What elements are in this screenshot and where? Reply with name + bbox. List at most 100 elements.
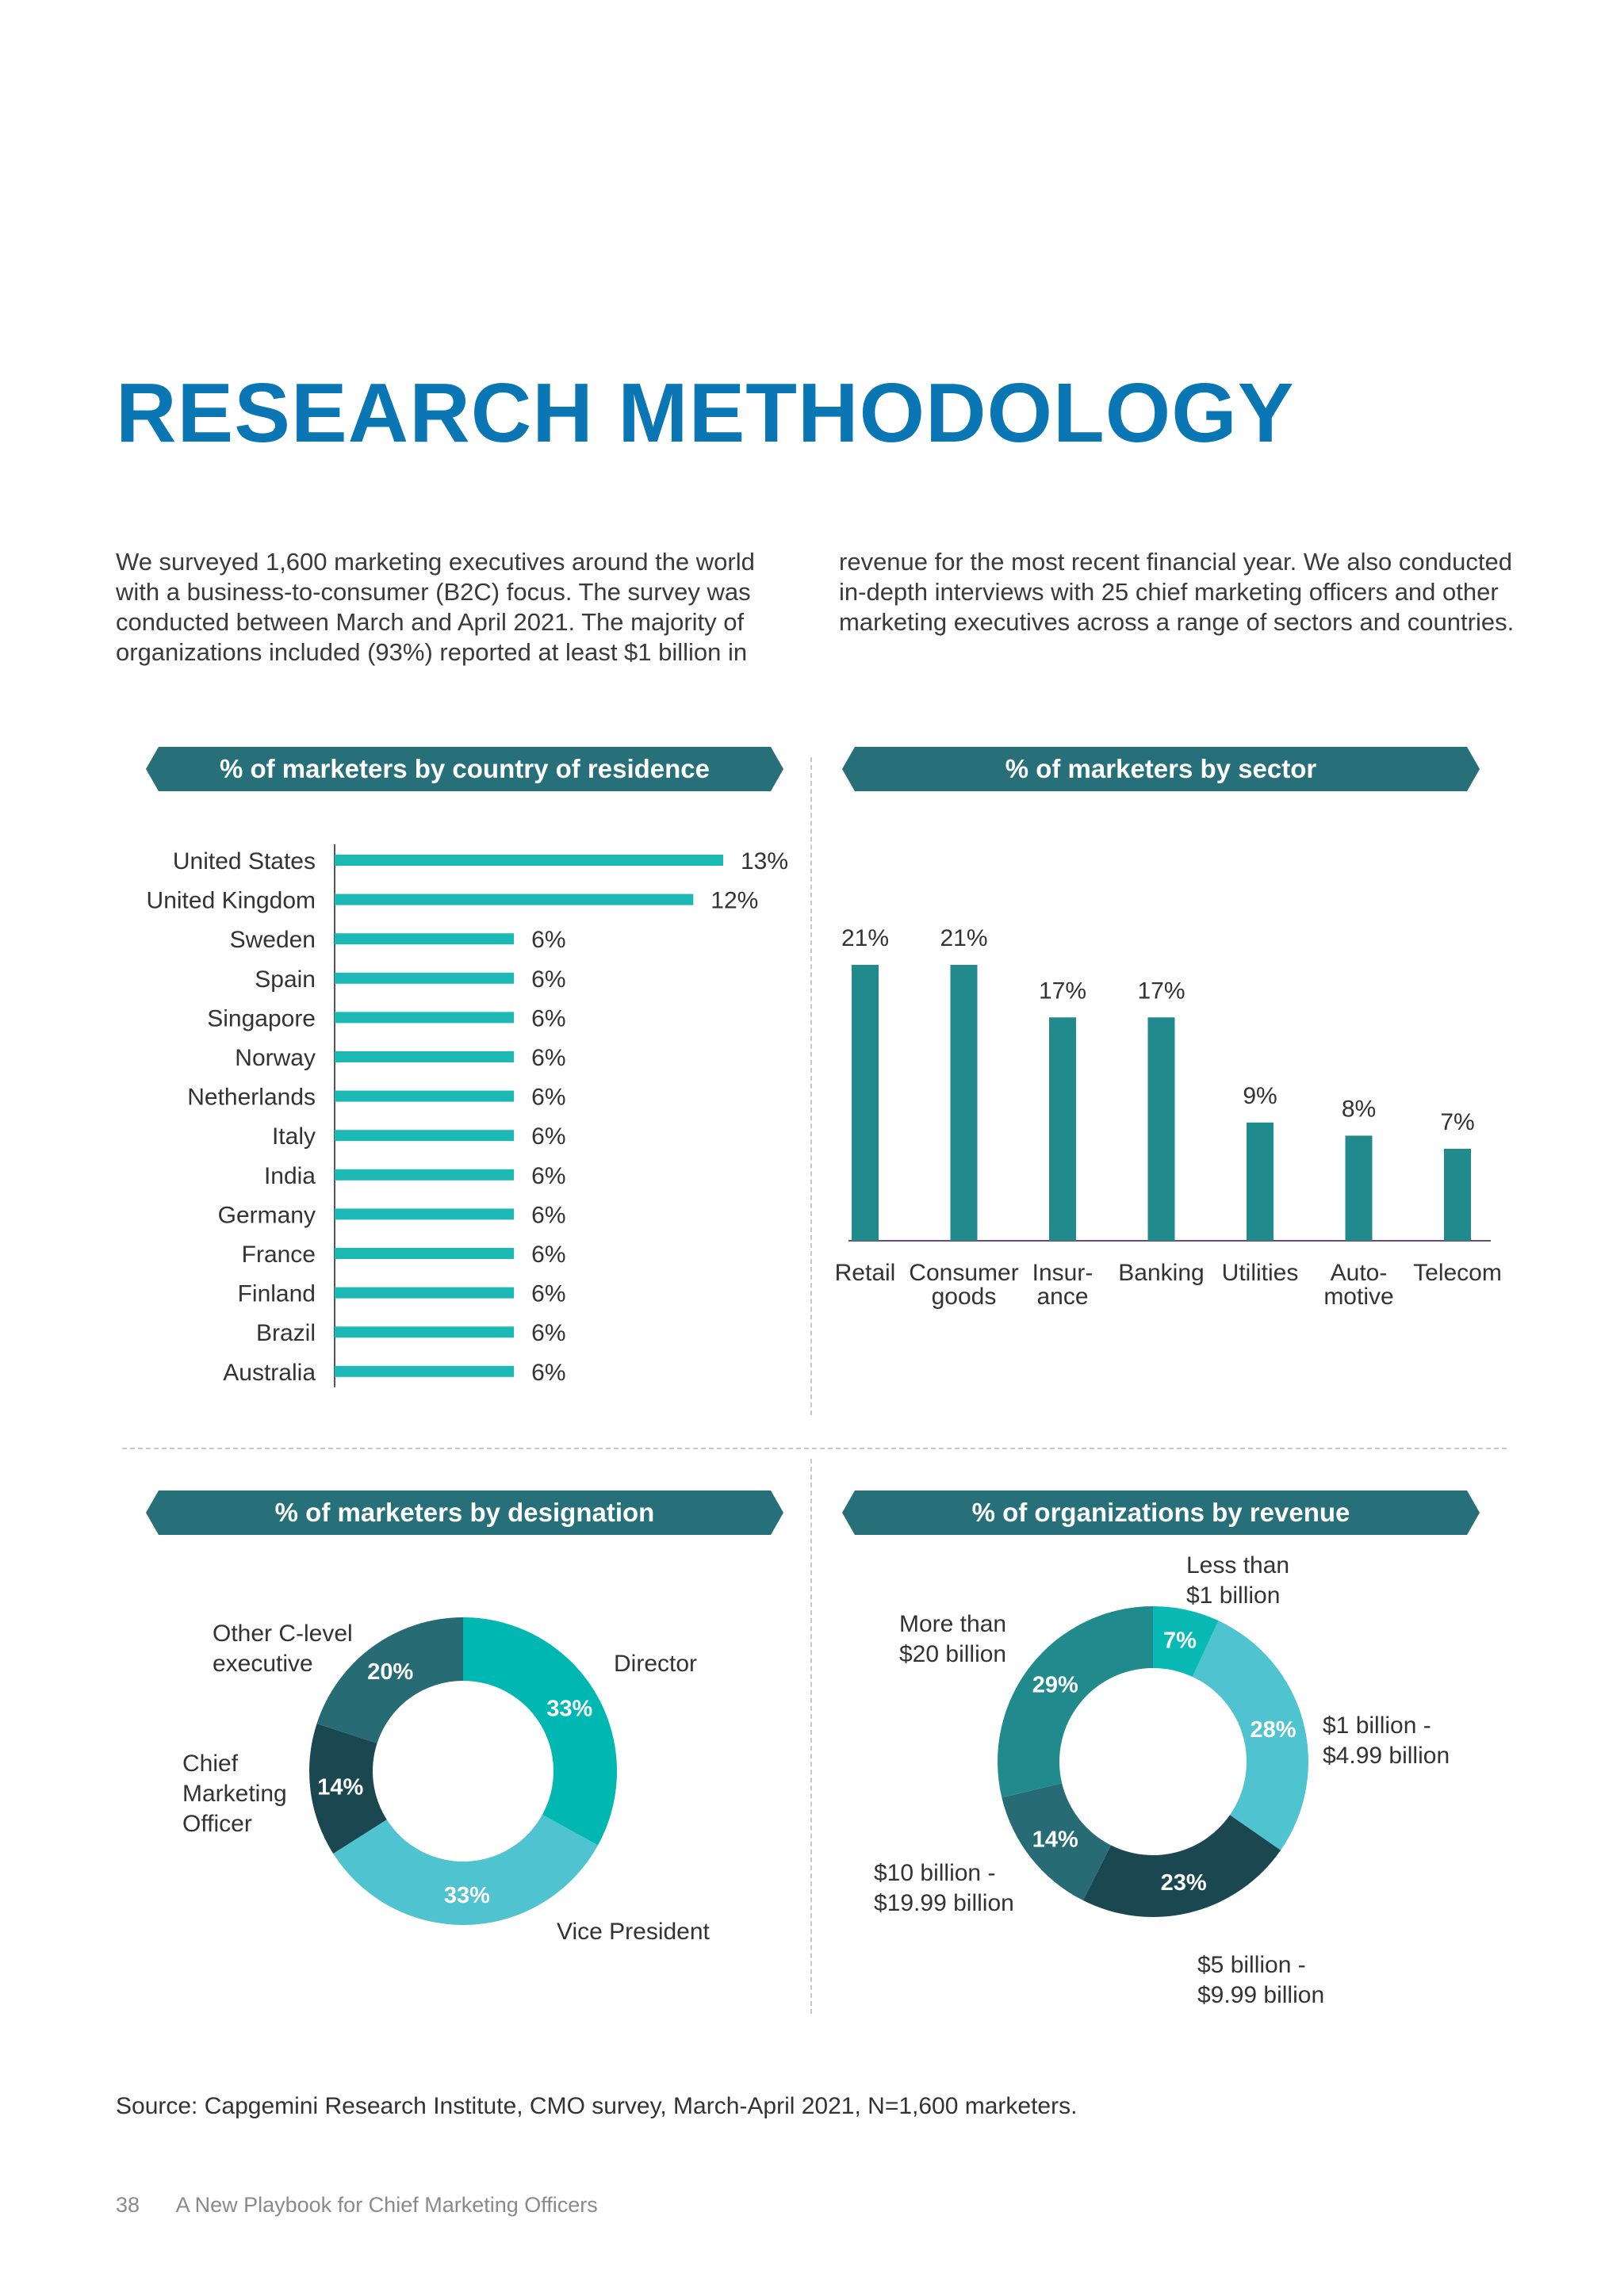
intro-paragraph-left: We surveyed 1,600 marketing executives a… — [116, 548, 755, 666]
country-value-label: 6% — [531, 927, 565, 953]
country-bar — [335, 1287, 515, 1299]
country-category-label: Germany — [218, 1202, 316, 1228]
country-value-label: 6% — [531, 1360, 565, 1386]
sector-bar-chart: 21% Retail 21% Consumer goods 17% Insur-ance 17… — [835, 925, 1502, 1310]
revenue-slice — [1082, 1815, 1281, 1917]
designation-slice — [316, 1617, 463, 1743]
revenue-slice-value: 29% — [1032, 1673, 1078, 1698]
revenue-donut-chart: 7% Less than $1 billion 28% $1 billion -$4.9… — [874, 1552, 1450, 2006]
country-category-label: Brazil — [256, 1320, 316, 1346]
designation-chart-banner: % of marketers by designation — [146, 1490, 783, 1535]
country-category-label: Spain — [255, 966, 316, 993]
sector-category-label: Insur-ance — [1032, 1260, 1094, 1310]
country-bar — [335, 933, 515, 945]
country-bar — [335, 1326, 515, 1338]
sector-bar — [852, 965, 879, 1241]
revenue-slice-name: $1 billion -$4.99 billion — [1323, 1712, 1450, 1769]
page-footer: 38 A New Playbook for Chief Marketing Of… — [116, 2193, 598, 2218]
publication-title: A New Playbook for Chief Marketing Offic… — [175, 2193, 598, 2217]
sector-category-label: Retail — [835, 1260, 896, 1286]
country-category-label: Sweden — [230, 927, 316, 953]
page-number: 38 — [116, 2193, 140, 2217]
country-bar — [335, 855, 723, 866]
designation-slice-value: 14% — [317, 1775, 363, 1800]
sector-bar — [1247, 1122, 1274, 1241]
sector-category-label: Auto-motive — [1323, 1260, 1393, 1310]
country-chart-banner: % of marketers by country of residence — [146, 747, 783, 791]
country-bar — [335, 1365, 515, 1377]
sector-bar — [1345, 1135, 1373, 1241]
country-category-label: Italy — [272, 1123, 316, 1150]
revenue-chart-banner: % of organizations by revenue — [842, 1490, 1480, 1535]
designation-slice-name: Other C-level executive — [213, 1621, 353, 1677]
country-value-label: 12% — [710, 888, 758, 914]
revenue-slice-name: More than $20 billion — [899, 1611, 1006, 1667]
designation-slice-value: 20% — [367, 1659, 413, 1685]
country-category-label: United Kingdom — [147, 888, 316, 914]
sector-value-label: 17% — [1137, 978, 1185, 1004]
designation-donut-chart: 33% Director 33% Vice President 14% Chief Mark… — [182, 1617, 710, 1945]
revenue-slice-value: 14% — [1032, 1827, 1078, 1852]
sector-value-label: 21% — [841, 925, 889, 951]
country-value-label: 6% — [531, 1085, 565, 1111]
designation-slice-name: Chief Marketing Officer — [182, 1751, 287, 1837]
country-category-label: Singapore — [207, 1005, 316, 1031]
sector-value-label: 8% — [1342, 1096, 1376, 1122]
country-bar-chart: United States 13% United Kingdom 12% Sweden 6… — [147, 844, 788, 1387]
revenue-slice — [1153, 1606, 1219, 1678]
country-bar — [335, 1051, 515, 1062]
sector-category-label: Consumer goods — [909, 1260, 1018, 1310]
designation-slice-name: Director — [614, 1651, 697, 1677]
country-category-label: France — [242, 1242, 316, 1268]
country-value-label: 6% — [531, 1123, 565, 1150]
page-title: RESEARCH METHODOLOGY — [116, 366, 1295, 460]
country-value-label: 6% — [531, 1281, 565, 1307]
sector-value-label: 21% — [940, 925, 987, 951]
sector-bar — [950, 965, 978, 1241]
country-bar — [335, 972, 515, 984]
revenue-slice-name: Less than $1 billion — [1186, 1552, 1289, 1609]
revenue-slice-value: 28% — [1251, 1717, 1297, 1743]
designation-slice-value: 33% — [444, 1883, 490, 1908]
country-value-label: 6% — [531, 966, 565, 993]
country-bar — [335, 894, 694, 905]
country-category-label: Netherlands — [187, 1085, 316, 1111]
revenue-slice-name: $5 billion -$9.99 billion — [1197, 1952, 1324, 2006]
country-bar — [335, 1090, 515, 1102]
revenue-slice — [998, 1606, 1153, 1798]
country-bar — [335, 1130, 515, 1142]
sector-bar — [1147, 1017, 1175, 1241]
vertical-divider-top — [810, 757, 812, 1415]
country-value-label: 6% — [531, 1320, 565, 1346]
revenue-slice-value: 7% — [1163, 1628, 1197, 1654]
sector-category-label: Telecom — [1413, 1260, 1502, 1286]
country-category-label: Norway — [235, 1045, 316, 1071]
country-value-label: 6% — [531, 1005, 565, 1031]
country-bar — [335, 1012, 515, 1024]
country-bar — [335, 1169, 515, 1181]
country-value-label: 6% — [531, 1045, 565, 1071]
designation-slice — [309, 1724, 387, 1854]
designation-slice-name: Vice President — [557, 1919, 710, 1945]
country-category-label: Finland — [238, 1281, 316, 1307]
country-value-label: 6% — [531, 1163, 565, 1189]
country-value-label: 13% — [741, 848, 788, 874]
sector-value-label: 7% — [1440, 1109, 1474, 1135]
country-category-label: India — [264, 1163, 316, 1189]
horizontal-divider — [122, 1448, 1507, 1449]
country-value-label: 6% — [531, 1242, 565, 1268]
revenue-slice — [1192, 1621, 1308, 1850]
sector-bar — [1049, 1017, 1076, 1241]
revenue-slice — [1002, 1783, 1111, 1901]
country-value-label: 6% — [531, 1202, 565, 1228]
country-bar — [335, 1208, 515, 1220]
sector-chart-banner: % of marketers by sector — [842, 747, 1480, 791]
revenue-slice-name: $10 billion -$19.99 billion — [874, 1860, 1014, 1916]
country-bar — [335, 1248, 515, 1259]
country-category-label: Australia — [223, 1360, 316, 1386]
designation-slice-value: 33% — [546, 1697, 592, 1722]
sector-value-label: 9% — [1243, 1083, 1277, 1109]
designation-slice — [333, 1814, 599, 1925]
vertical-divider-bottom — [810, 1459, 812, 2014]
sector-category-label: Utilities — [1222, 1260, 1299, 1286]
